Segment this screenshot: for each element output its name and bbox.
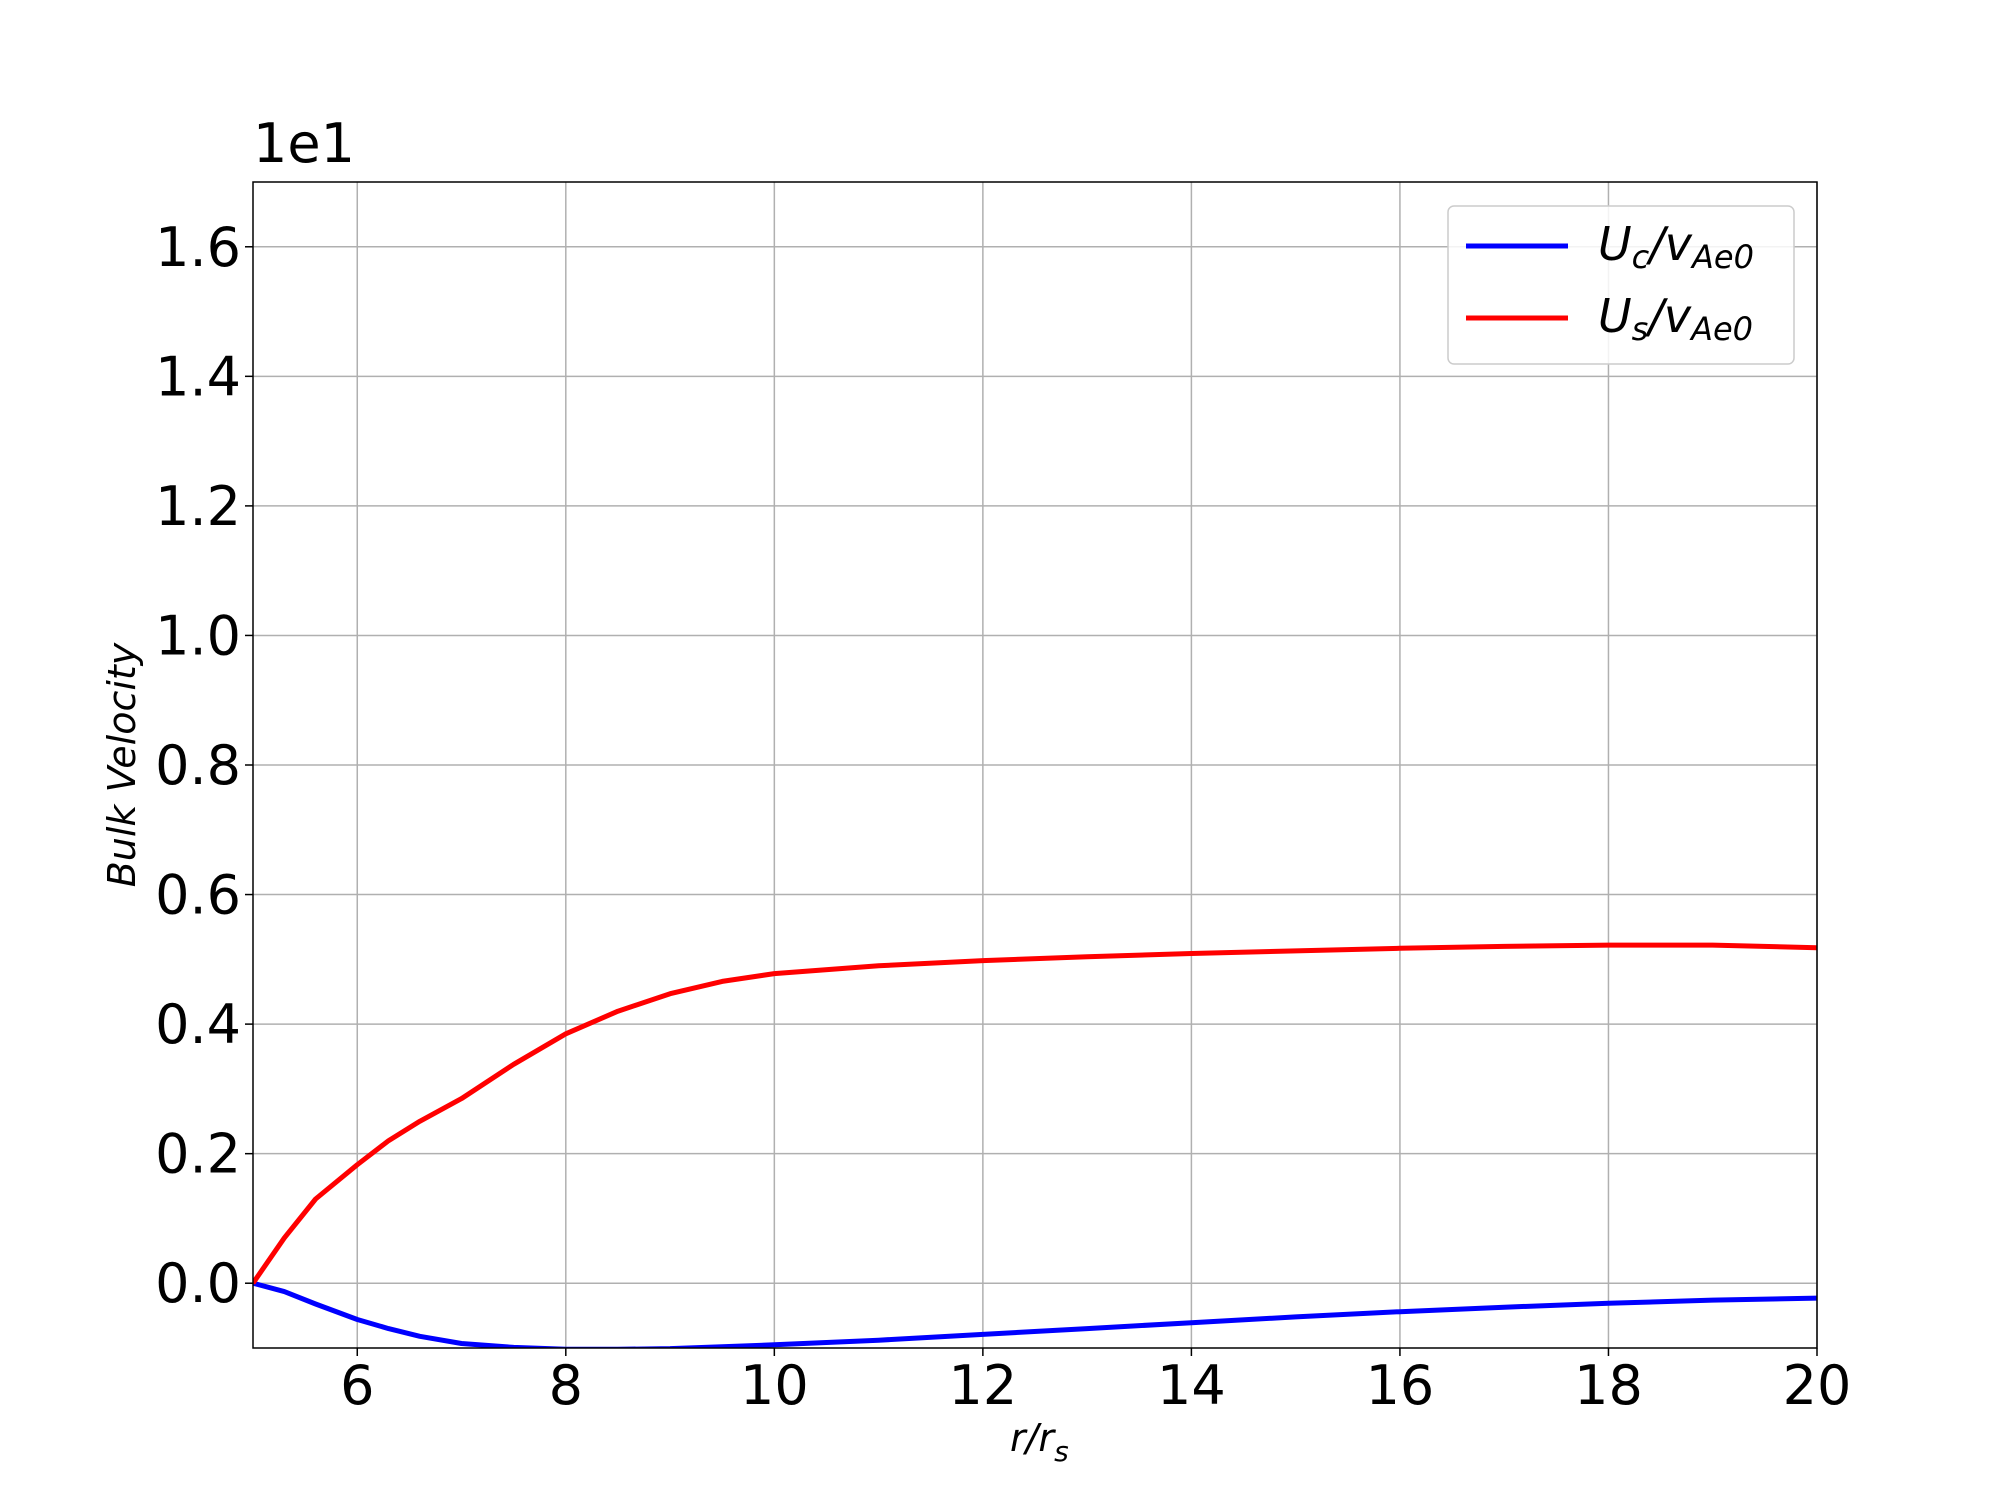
y-offset-label: 1e1 [253, 112, 355, 175]
legend-label-us-main: U [1598, 289, 1632, 343]
legend-label-uc: Uc/vAe0 [1598, 217, 1754, 276]
legend: Uc/vAe0 Us/vAe0 [1447, 205, 1795, 365]
x-tick-label: 16 [1366, 1354, 1435, 1417]
x-tick-label: 12 [949, 1354, 1018, 1417]
x-axis-label: r/rs [1010, 1416, 1069, 1468]
x-tick-label: 6 [340, 1354, 374, 1417]
legend-label-us-sub1: s [1632, 310, 1649, 348]
y-tick-label: 0.2 [155, 1123, 241, 1186]
y-tick-label: 1.4 [155, 345, 241, 408]
series-line-uc [253, 1280, 1817, 1348]
x-axis-label-main: r [1010, 1416, 1028, 1460]
x-tick-label: 14 [1157, 1354, 1226, 1417]
y-tick-label: 0.8 [155, 734, 241, 797]
legend-label-us-sub2: Ae0 [1689, 310, 1753, 348]
y-tick-label: 1.2 [155, 475, 241, 538]
y-tick-label: 1.0 [155, 604, 241, 667]
legend-label-uc-sub1: c [1632, 238, 1650, 276]
x-tick-label: 18 [1574, 1354, 1643, 1417]
x-tick-label: 8 [549, 1354, 583, 1417]
x-tick-label: 20 [1783, 1354, 1852, 1417]
legend-label-uc-sub2: Ae0 [1690, 238, 1754, 276]
y-tick-label: 0.6 [155, 864, 241, 927]
legend-label-us: Us/vAe0 [1598, 289, 1753, 348]
series-line-us [253, 942, 1817, 1285]
x-axis-label-sub: s [1054, 1435, 1069, 1468]
y-tick-label: 0.4 [155, 993, 241, 1056]
y-axis-label: Bulk Velocity [100, 642, 144, 887]
legend-label-uc-mid: /v [1645, 217, 1692, 271]
x-axis-label-sep: /r [1023, 1416, 1057, 1460]
x-tick-label: 10 [740, 1354, 809, 1417]
legend-label-uc-main: U [1598, 217, 1632, 271]
y-tick-label: 0.0 [155, 1252, 241, 1315]
y-tick-label: 1.6 [155, 216, 241, 279]
plot-area [253, 942, 1817, 1348]
legend-label-us-mid: /v [1644, 289, 1691, 343]
axis-ticks: 6 8 10 12 14 16 18 20 0.0 0.2 0.4 0.6 0.8 1.0 1.2 1.4 1.… [155, 216, 1851, 1417]
